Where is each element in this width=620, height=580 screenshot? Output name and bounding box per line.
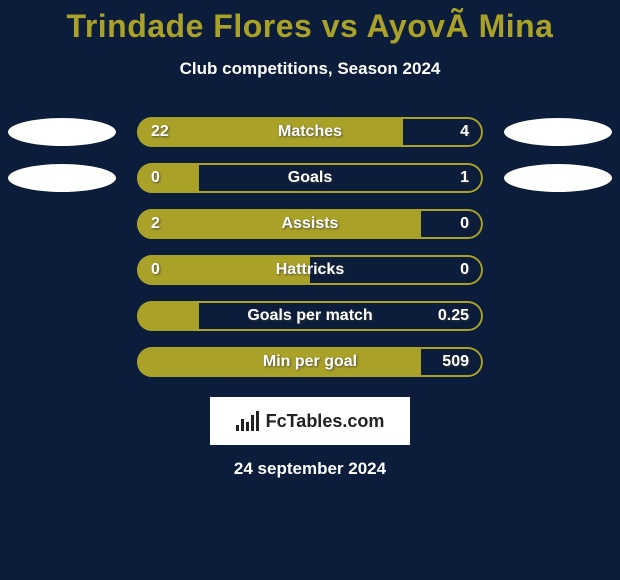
page-title: Trindade Flores vs AyovÃ­ Mina — [0, 8, 620, 45]
logo-text: FcTables.com — [266, 411, 385, 432]
stat-fill-left — [137, 255, 310, 285]
stat-value-right: 509 — [442, 347, 469, 377]
stat-fill-left — [137, 209, 421, 239]
stat-row: Matches224 — [0, 109, 620, 155]
subtitle: Club competitions, Season 2024 — [0, 59, 620, 79]
stat-fill-left — [137, 163, 199, 193]
stat-row: Goals01 — [0, 155, 620, 201]
stat-row: Hattricks00 — [0, 247, 620, 293]
stat-value-right: 0 — [460, 255, 469, 285]
date-label: 24 september 2024 — [0, 459, 620, 479]
stat-row: Min per goal509 — [0, 339, 620, 385]
stat-row: Goals per match0.25 — [0, 293, 620, 339]
stat-bar: Assists20 — [137, 209, 483, 239]
stat-value-right: 0.25 — [438, 301, 469, 331]
stat-bar: Min per goal509 — [137, 347, 483, 377]
player-avatar-right — [504, 164, 612, 192]
comparison-card: Trindade Flores vs AyovÃ­ Mina Club comp… — [0, 0, 620, 580]
stat-bar: Goals01 — [137, 163, 483, 193]
stat-value-right: 0 — [460, 209, 469, 239]
stat-value-right: 1 — [460, 163, 469, 193]
stat-fill-left — [137, 347, 421, 377]
player-avatar-right — [504, 118, 612, 146]
stat-bar: Goals per match0.25 — [137, 301, 483, 331]
logo-box: FcTables.com — [210, 397, 410, 445]
stat-fill-left — [137, 117, 403, 147]
stat-rows: Matches224 Goals01 Assists20 Hattricks00 Goa… — [0, 109, 620, 385]
player-avatar-left — [8, 118, 116, 146]
player-avatar-left — [8, 164, 116, 192]
bars-icon — [236, 411, 260, 431]
stat-fill-left — [137, 301, 199, 331]
stat-bar: Matches224 — [137, 117, 483, 147]
stat-bar: Hattricks00 — [137, 255, 483, 285]
stat-value-right: 4 — [460, 117, 469, 147]
stat-row: Assists20 — [0, 201, 620, 247]
